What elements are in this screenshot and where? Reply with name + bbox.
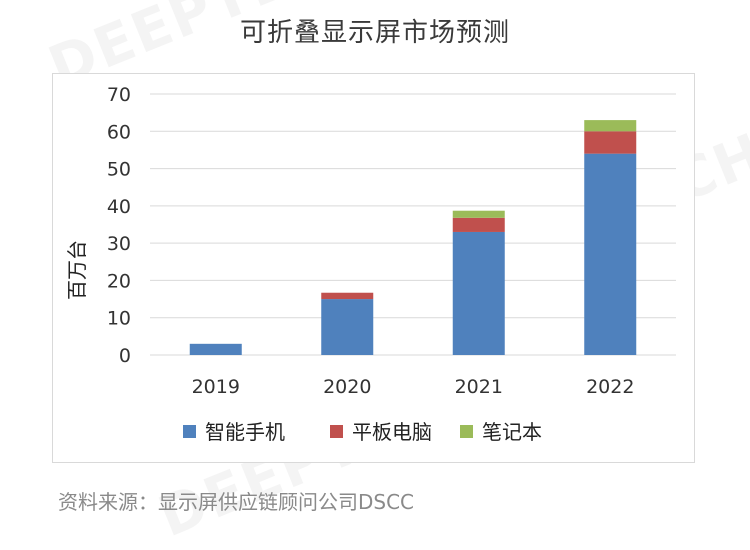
bar-segment bbox=[452, 231, 505, 355]
x-tick-label: 2021 bbox=[455, 376, 503, 398]
legend-label: 平板电脑 bbox=[352, 420, 432, 444]
x-tick-label: 2020 bbox=[323, 376, 371, 398]
page-title: 可折叠显示屏市场预测 bbox=[239, 18, 510, 48]
y-axis-label: 百万台 bbox=[65, 240, 89, 300]
y-tick-label: 40 bbox=[107, 196, 131, 218]
legend-swatch bbox=[460, 425, 473, 438]
source-note: 资料来源：显示屏供应链顾问公司DSCC bbox=[58, 490, 415, 514]
bar-segment bbox=[321, 299, 374, 355]
bar-segment bbox=[584, 153, 637, 355]
x-tick-labels: 2019 2020 2021 2022 bbox=[192, 376, 635, 398]
bar-segment bbox=[584, 131, 637, 154]
y-tick-label: 20 bbox=[107, 270, 131, 292]
legend-swatch bbox=[330, 425, 343, 438]
x-tick-label: 2019 bbox=[192, 376, 240, 398]
bar-segment bbox=[584, 120, 637, 132]
bar-segment bbox=[452, 210, 505, 218]
y-tick-label: 60 bbox=[107, 121, 131, 143]
y-tick-label: 70 bbox=[107, 84, 131, 106]
x-tick-label: 2022 bbox=[586, 376, 634, 398]
bars bbox=[189, 120, 637, 355]
bar-segment bbox=[321, 292, 374, 300]
y-tick-labels: 0 10 20 30 40 50 60 70 bbox=[107, 84, 131, 367]
legend-label: 笔记本 bbox=[482, 420, 542, 444]
legend-swatch bbox=[183, 425, 196, 438]
legend-label: 智能手机 bbox=[205, 420, 285, 444]
bar-segment bbox=[189, 343, 242, 355]
bar-segment bbox=[452, 217, 505, 232]
y-tick-label: 0 bbox=[119, 345, 131, 367]
y-tick-label: 50 bbox=[107, 159, 131, 181]
y-tick-label: 10 bbox=[107, 308, 131, 330]
y-tick-label: 30 bbox=[107, 233, 131, 255]
legend: 智能手机 平板电脑 笔记本 bbox=[183, 420, 542, 444]
